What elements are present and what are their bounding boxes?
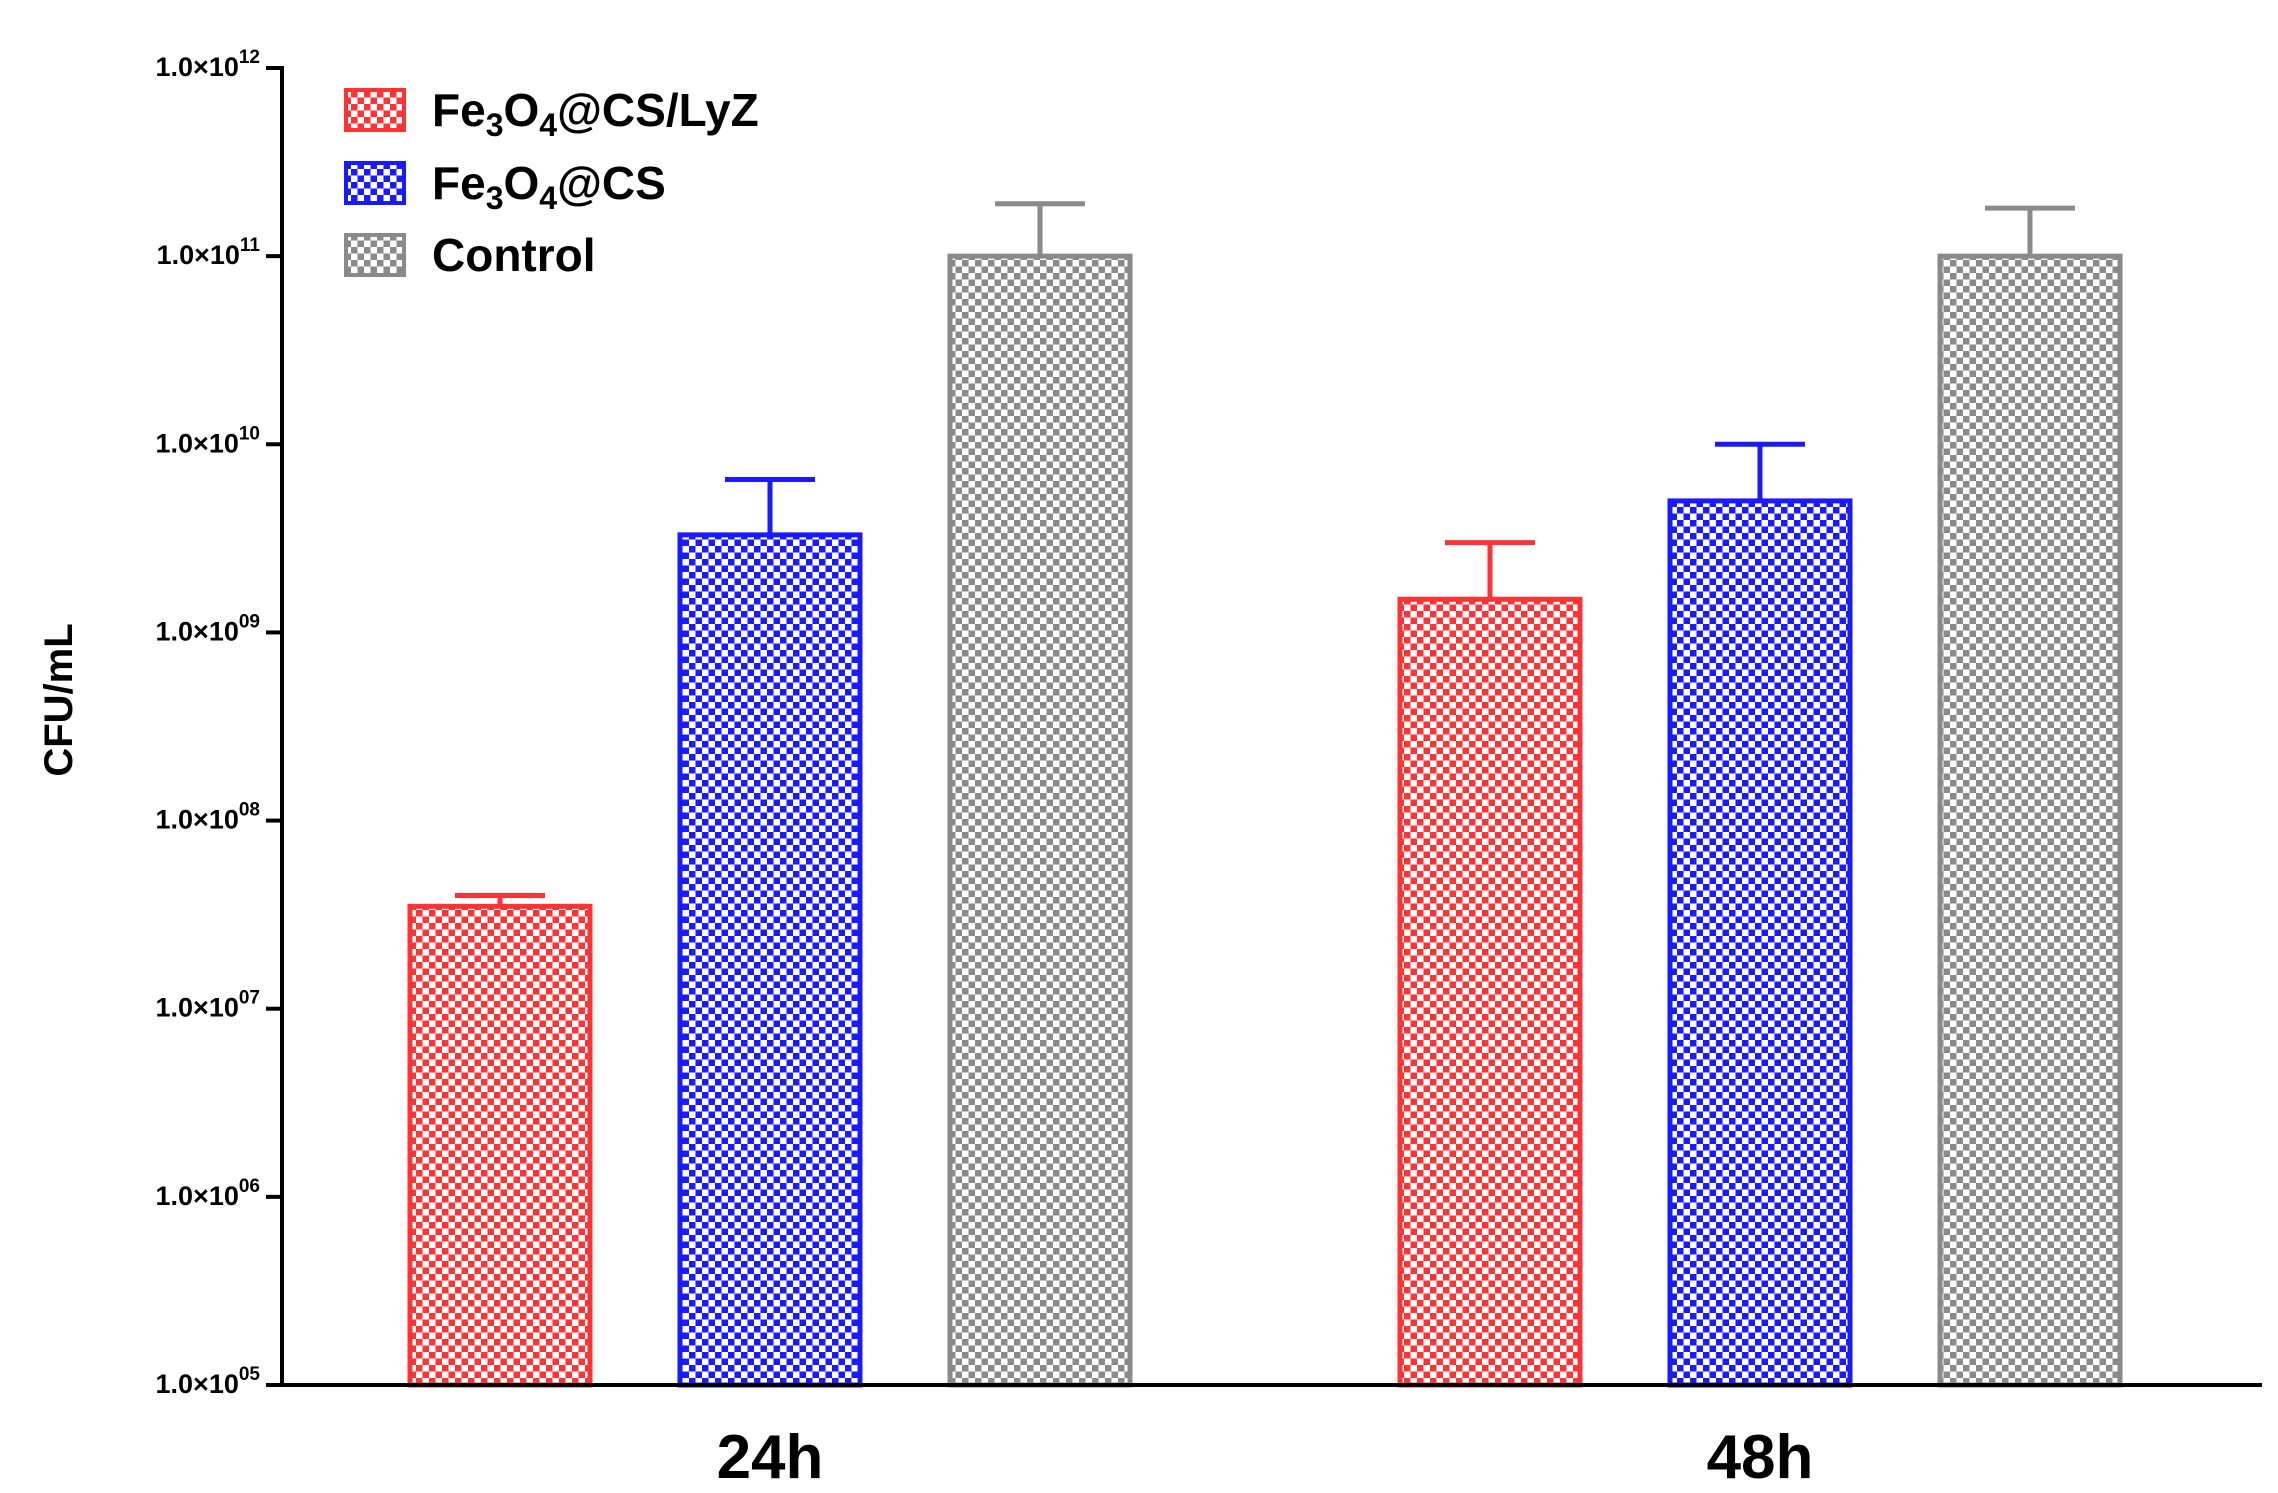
x-category-label: 24h bbox=[717, 1423, 824, 1492]
bars-layer bbox=[407, 201, 2123, 1388]
legend-swatch bbox=[344, 161, 406, 205]
legend-swatch bbox=[344, 88, 406, 132]
bar-group bbox=[677, 476, 863, 1388]
bar bbox=[1397, 596, 1583, 1388]
y-tick-label: 1.0×1006 bbox=[156, 1176, 260, 1211]
bar-group bbox=[1397, 540, 1583, 1388]
legend-entry: Control bbox=[344, 229, 596, 281]
bar bbox=[1667, 498, 1853, 1388]
legend-swatch bbox=[344, 233, 406, 277]
bar bbox=[1937, 253, 2123, 1388]
y-tick-label: 1.0×1007 bbox=[156, 988, 260, 1023]
x-category-label: 48h bbox=[1707, 1423, 1814, 1492]
legend-label: Fe3O4@CS bbox=[432, 157, 666, 216]
axes-layer bbox=[280, 66, 2262, 1387]
y-axis-label: CFU/mL bbox=[37, 623, 81, 776]
y-tick-label: 1.0×1012 bbox=[156, 47, 260, 82]
y-tick-label: 1.0×1008 bbox=[156, 800, 260, 835]
y-tick-label: 1.0×1005 bbox=[156, 1364, 261, 1399]
legend: Fe3O4@CS/LyZ Fe3O4@CS Control bbox=[344, 84, 759, 281]
bar-group bbox=[1667, 441, 1853, 1388]
y-tick-label: 1.0×1011 bbox=[157, 235, 261, 270]
bar bbox=[407, 903, 593, 1388]
bar-group bbox=[1937, 205, 2123, 1388]
bar bbox=[677, 532, 863, 1388]
bar-group bbox=[947, 201, 1133, 1388]
legend-label: Control bbox=[432, 229, 596, 281]
y-tick-label: 1.0×1010 bbox=[156, 423, 260, 458]
bar bbox=[947, 253, 1133, 1388]
y-tick-label: 1.0×1009 bbox=[156, 611, 260, 646]
legend-entry: Fe3O4@CS bbox=[344, 157, 666, 216]
legend-entry: Fe3O4@CS/LyZ bbox=[344, 84, 759, 143]
y-ticks: 1.0×1012 1.0×1011 1.0×1010 1.0×1009 1.0×1008… bbox=[156, 47, 282, 1399]
x-categories: 24h 48h bbox=[717, 1423, 1814, 1492]
legend-label: Fe3O4@CS/LyZ bbox=[432, 84, 759, 143]
bar-group bbox=[407, 892, 593, 1388]
